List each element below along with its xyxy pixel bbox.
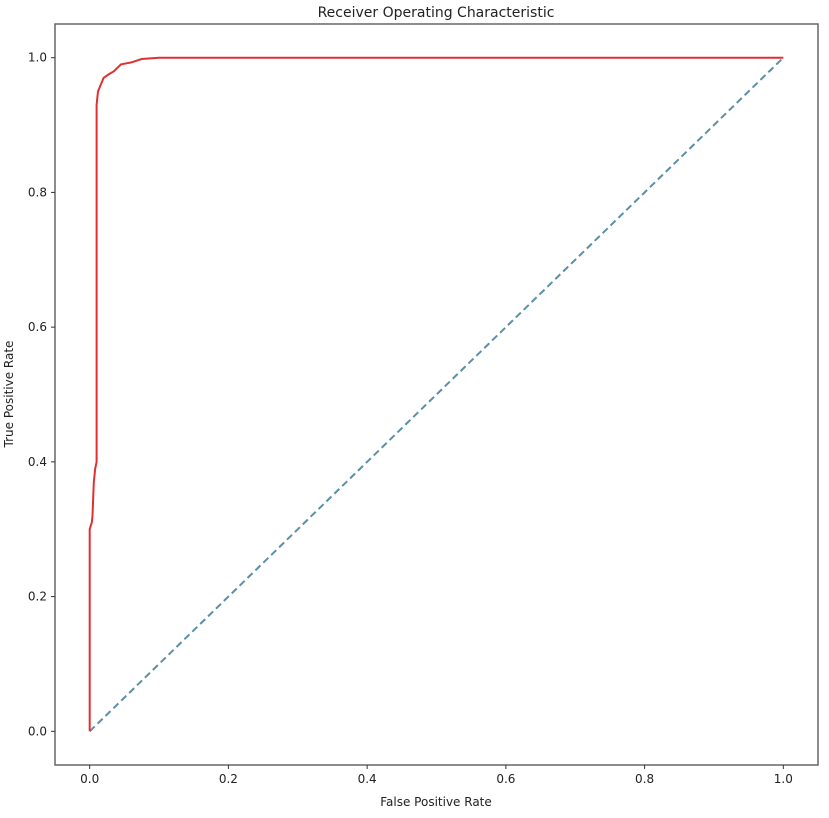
x-axis: 0.0 0.2 0.4 0.6 0.8 1.0 xyxy=(80,765,793,786)
chart-title: Receiver Operating Characteristic xyxy=(318,5,555,21)
plot-frame xyxy=(54,23,819,766)
x-tick-label: 0.4 xyxy=(358,772,377,786)
x-tick-label: 0.6 xyxy=(496,772,515,786)
y-tick-label: 1.0 xyxy=(28,51,47,65)
x-tick-label: 0.8 xyxy=(635,772,654,786)
roc-curve-line xyxy=(88,56,784,732)
x-axis-label: False Positive Rate xyxy=(380,795,492,809)
series-group xyxy=(88,56,784,733)
y-axis-label: True Positive Rate xyxy=(2,341,16,449)
y-axis: 0.0 0.2 0.4 0.6 0.8 1.0 xyxy=(28,51,55,738)
x-tick-label: 0.2 xyxy=(219,772,238,786)
x-tick-label: 0.0 xyxy=(80,772,99,786)
y-tick-label: 0.8 xyxy=(28,185,47,199)
y-tick-label: 0.2 xyxy=(28,590,47,604)
y-tick-label: 0.0 xyxy=(28,724,47,738)
y-tick-label: 0.4 xyxy=(28,455,47,469)
y-tick-label: 0.6 xyxy=(28,320,47,334)
chance-diagonal-line xyxy=(89,56,784,733)
x-tick-label: 1.0 xyxy=(774,772,793,786)
